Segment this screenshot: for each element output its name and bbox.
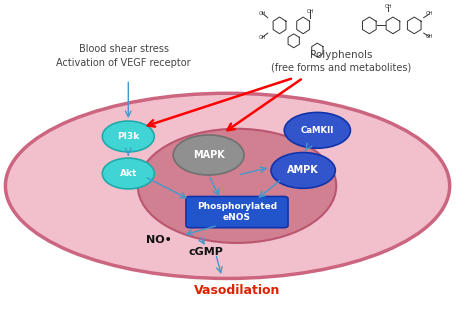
- Text: Vasodilation: Vasodilation: [194, 284, 280, 297]
- Ellipse shape: [102, 121, 155, 152]
- Text: OH: OH: [258, 35, 266, 40]
- Text: OH: OH: [307, 9, 314, 14]
- Text: AMPK: AMPK: [287, 166, 319, 175]
- FancyBboxPatch shape: [186, 197, 288, 228]
- Text: NO•: NO•: [146, 235, 172, 245]
- Ellipse shape: [173, 135, 244, 175]
- Ellipse shape: [284, 113, 350, 148]
- Text: Polyphenols: Polyphenols: [310, 50, 372, 60]
- Text: Phosphorylated
eNOS: Phosphorylated eNOS: [197, 202, 277, 222]
- Text: PI3k: PI3k: [117, 132, 139, 141]
- Text: OH: OH: [426, 34, 433, 39]
- Ellipse shape: [138, 129, 336, 243]
- Text: cGMP: cGMP: [189, 247, 224, 257]
- Text: MAPK: MAPK: [193, 150, 225, 160]
- Text: Akt: Akt: [119, 169, 137, 178]
- Text: OH: OH: [384, 4, 392, 9]
- Ellipse shape: [5, 93, 450, 278]
- Ellipse shape: [102, 158, 155, 189]
- Text: (free forms and metabolites): (free forms and metabolites): [271, 62, 411, 72]
- Text: OH: OH: [426, 11, 433, 16]
- Text: Blood shear stress
Activation of VEGF receptor: Blood shear stress Activation of VEGF re…: [56, 44, 191, 68]
- Ellipse shape: [271, 153, 335, 188]
- Text: CaMKII: CaMKII: [301, 126, 334, 135]
- Text: OH: OH: [258, 11, 266, 16]
